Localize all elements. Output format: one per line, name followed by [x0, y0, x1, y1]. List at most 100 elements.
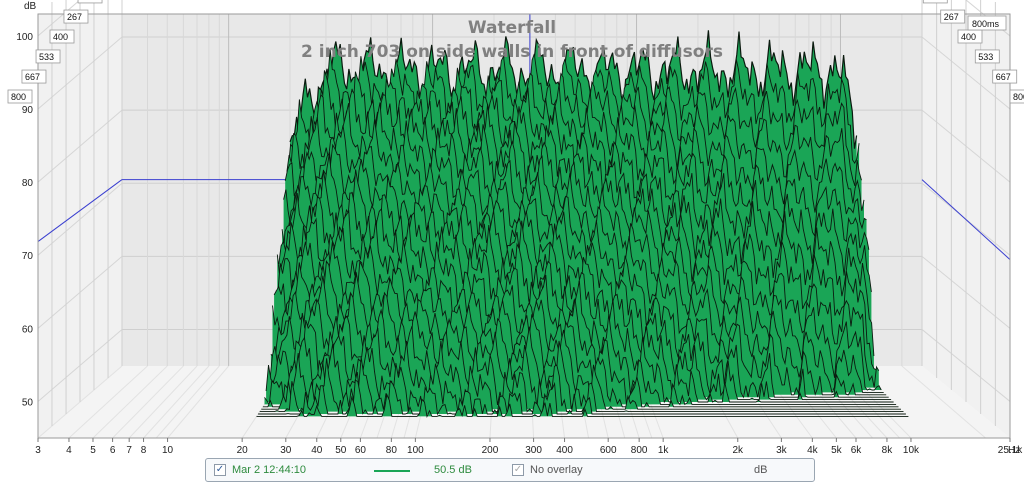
waterfall-slice-line — [284, 84, 865, 211]
x-tick-label: 25.1k — [998, 445, 1023, 456]
x-tick-label: 800 — [631, 445, 648, 456]
x-tick-label: 400 — [556, 445, 573, 456]
y-unit-label: dB — [24, 1, 37, 12]
time-tick-label: 667 — [996, 72, 1011, 82]
waterfall-slice-line — [261, 340, 901, 410]
series-label[interactable]: Mar 2 12:44:10 — [232, 464, 306, 476]
overlay-checkbox[interactable]: ✓ — [512, 464, 524, 476]
time-tick-label: 533 — [978, 52, 993, 62]
x-tick-label: 50 — [335, 445, 347, 456]
grid-line-floor — [112, 365, 184, 439]
x-tick-label: 80 — [386, 445, 398, 456]
time-tick-label: 133 — [926, 0, 941, 2]
legend-bar: ✓ Mar 2 12:44:10 50.5 dB ✓ No overlay dB — [205, 458, 815, 482]
x-tick-label: 5 — [90, 445, 96, 456]
time-tick-label: 133 — [81, 0, 96, 2]
grid-line-floor — [68, 365, 148, 439]
time-tick-right: 400 — [957, 29, 983, 44]
y-tick-label: 50 — [22, 397, 34, 408]
waterfall-slice-fill — [258, 380, 906, 414]
x-tick-label: 4k — [807, 445, 819, 456]
x-tick-label: 600 — [600, 445, 617, 456]
x-tick-label: 60 — [355, 445, 367, 456]
x-tick-label: 4 — [66, 445, 72, 456]
waterfall-slice-line — [256, 393, 909, 418]
x-tick-label: 3k — [776, 445, 788, 456]
x-tick-label: 8k — [882, 445, 894, 456]
y-axis: 50 60 70 80 90 100 — [16, 32, 33, 409]
x-unit-label: Hz — [1008, 445, 1020, 456]
time-tick-box — [49, 29, 75, 44]
time-max-label: 800ms — [967, 15, 1007, 31]
overlay-unit: dB — [754, 464, 768, 476]
time-tick-label: 267 — [944, 12, 959, 22]
time-tick-label: 400 — [53, 32, 68, 42]
time-tick-box — [7, 89, 33, 104]
waterfall-slices — [256, 30, 909, 418]
y-tick-label: 80 — [22, 178, 34, 189]
time-tick-left: 133 — [77, 0, 103, 4]
waterfall-slice-line — [265, 291, 894, 404]
x-tick-label: 200 — [482, 445, 499, 456]
time-tick-label: 667 — [25, 72, 40, 82]
grid-line-floor — [167, 365, 230, 439]
x-tick-label: 30 — [280, 445, 292, 456]
time-tick-box — [1009, 89, 1024, 104]
x-tick-label: 7 — [126, 445, 132, 456]
time-tick-right: 533 — [974, 49, 1000, 64]
time-tick-box — [35, 49, 61, 64]
waterfall-slice-line — [289, 30, 858, 149]
x-tick-label: 1k — [658, 445, 670, 456]
x-tick-label: 8 — [141, 445, 147, 456]
waterfall-slice-fill — [261, 340, 901, 410]
grid-line-floor — [155, 365, 220, 439]
y-tick-label: 70 — [22, 251, 34, 262]
time-tick-label: 400 — [961, 32, 976, 42]
y-tick-label: 90 — [22, 105, 34, 116]
waterfall-slice-line — [272, 219, 884, 394]
time-tick-box — [974, 49, 1000, 64]
overlay-label[interactable]: No overlay — [530, 464, 583, 476]
plot-frame — [37, 13, 1011, 439]
waterfall-slice-line — [262, 325, 899, 408]
time-tick-right: 133 — [922, 0, 948, 4]
x-axis: 3 4 5 6 7 8 10 20 30 40 50 60 80 100 200 300 400 600 800 1k… — [35, 438, 1023, 456]
series-line-swatch — [374, 470, 410, 472]
time-tick-box — [77, 0, 103, 4]
time-tick-left: 800 — [7, 89, 33, 104]
x-tick-label: 20 — [237, 445, 249, 456]
waterfall-slice-fill — [256, 394, 909, 417]
y-tick-label: 60 — [22, 324, 34, 335]
time-tick-box — [63, 9, 89, 24]
time-tick-right: 267 — [940, 9, 966, 24]
chart-title: Waterfall — [468, 18, 556, 38]
x-tick-label: 2k — [732, 445, 744, 456]
series-checkbox[interactable]: ✓ — [214, 464, 226, 476]
waterfall-slice-line — [267, 273, 892, 401]
time-tick-right: 667 — [992, 69, 1018, 84]
grid-line-floor — [128, 365, 198, 439]
waterfall-slice-line — [259, 356, 904, 414]
grid-line-floor — [143, 365, 210, 439]
time-tick-box — [922, 0, 948, 4]
cursor-level-line-left — [37, 179, 123, 242]
svg-text:800ms: 800ms — [972, 19, 1000, 29]
time-tick-label: 800 — [11, 92, 26, 102]
x-tick-label: 10k — [903, 445, 920, 456]
time-tick-left: 267 — [63, 9, 89, 24]
time-tick-label: 533 — [39, 52, 54, 62]
time-tick-left: 667 — [21, 69, 47, 84]
x-tick-label: 10 — [162, 445, 174, 456]
x-tick-label: 40 — [311, 445, 323, 456]
grid-line-floor — [901, 365, 986, 439]
waterfall-slice-line — [280, 140, 872, 292]
x-tick-label: 3 — [35, 445, 41, 456]
grid-line-floor — [92, 365, 168, 439]
time-tick-left: 400 — [49, 29, 75, 44]
time-axis-labels: 01332674005336678000133267400533667800 — [7, 0, 1024, 104]
x-tick-label: 5k — [831, 445, 843, 456]
time-tick-right: 800 — [1009, 89, 1024, 104]
series-value: 50.5 dB — [434, 464, 472, 476]
waterfall-slice-line — [258, 379, 906, 416]
